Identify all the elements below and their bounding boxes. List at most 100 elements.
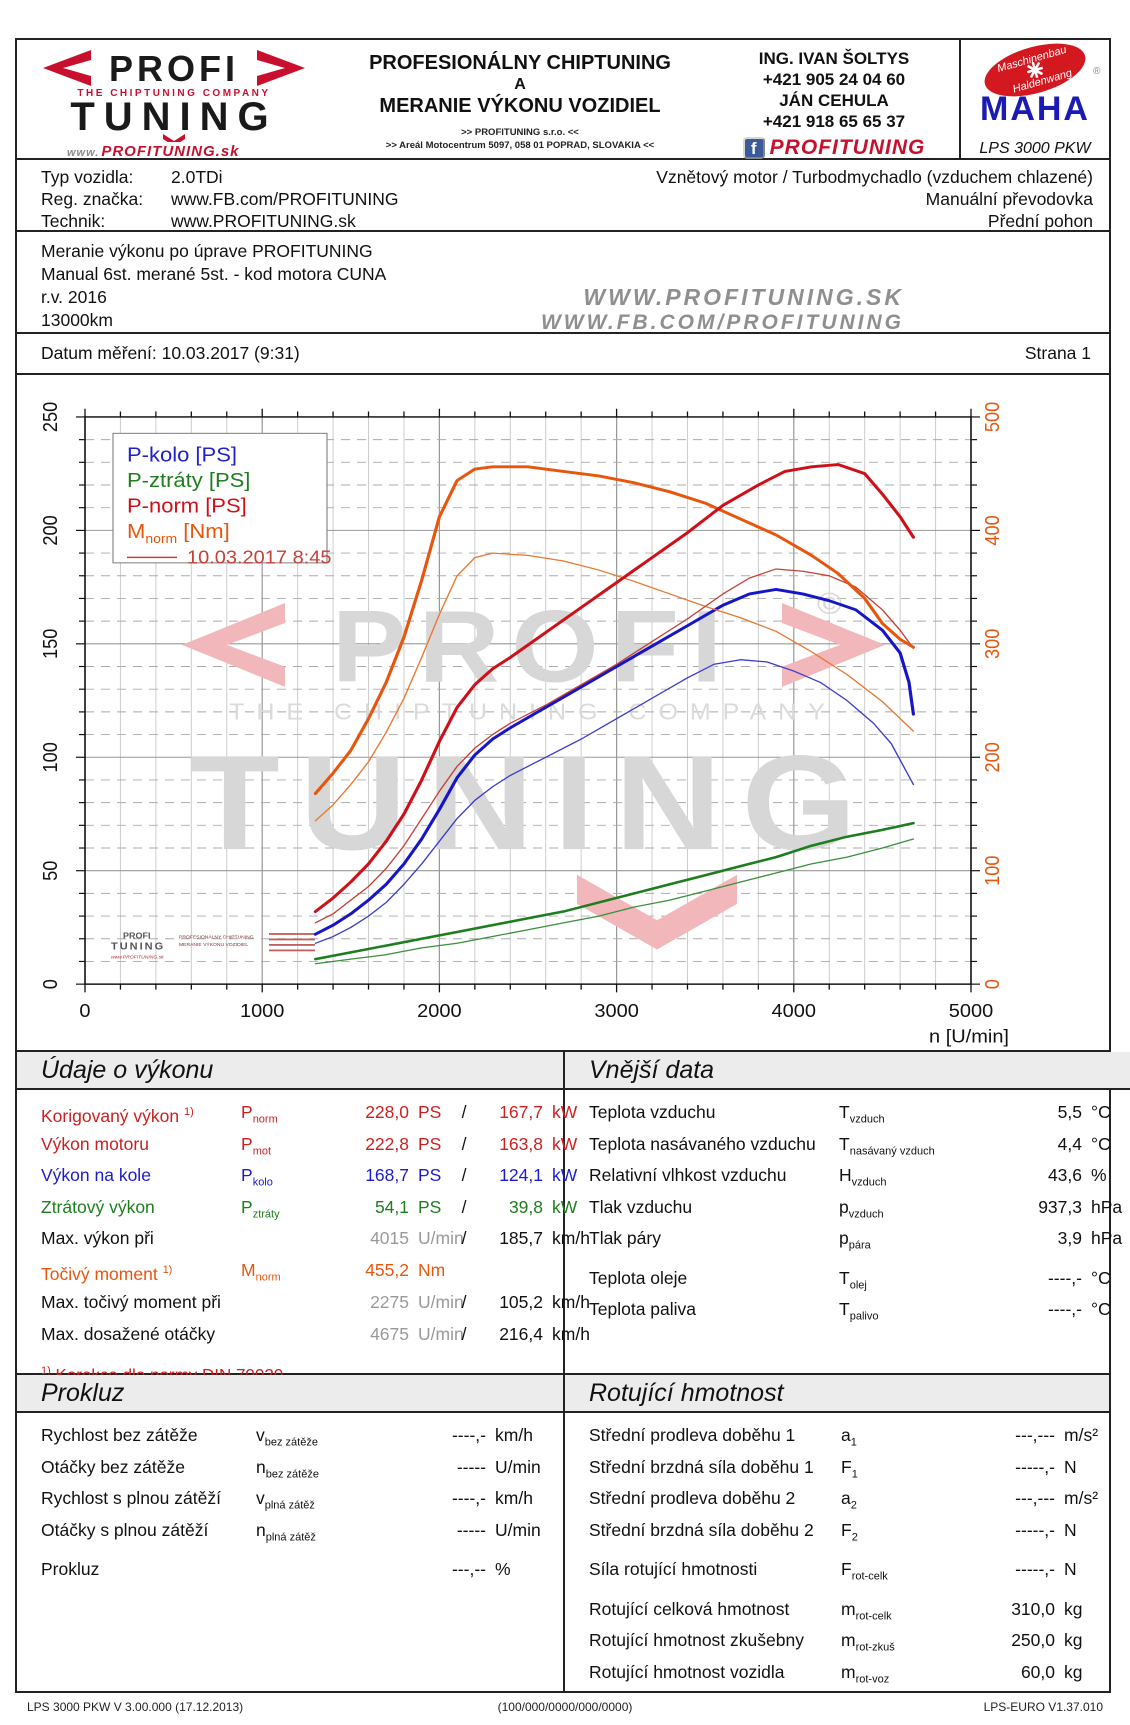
- report-header: PROFI THE CHIPTUNING COMPANY TUNING www.…: [17, 40, 1109, 160]
- maha-brand-text: MAHA: [980, 90, 1090, 128]
- svg-text:TUNING: TUNING: [111, 941, 165, 952]
- tsep: /: [461, 1323, 467, 1344]
- table-row: Střední brzdná síla doběhu 2 F2 -----,- N: [589, 1518, 1109, 1550]
- tlabel: Korigovaný výkon 1): [41, 1105, 194, 1126]
- tsep: /: [461, 1133, 467, 1154]
- table-row: Teplota nasávaného vzduchu Tnasávaný vzdu…: [589, 1132, 1130, 1164]
- contact-name-1: ING. IVAN ŠOLTYS: [758, 49, 910, 68]
- tval: 222,8: [365, 1133, 409, 1154]
- measurement-date-label: Datum měření: 10.03.2017 (9:31): [41, 343, 300, 364]
- tsym: nbez zátěže: [256, 1456, 319, 1481]
- tunit: km/h: [495, 1425, 533, 1445]
- tval: -----: [456, 1456, 486, 1477]
- tval: -----,-: [1015, 1559, 1055, 1579]
- table-row: Síla rotující hmotnosti Frot-celk -----,- N: [589, 1557, 1109, 1589]
- header-company-line: >> PROFITUNING s.r.o. <<: [461, 127, 579, 138]
- tlabel: Střední brzdná síla doběhu 2: [589, 1519, 814, 1540]
- svg-text:P-kolo [PS]: P-kolo [PS]: [127, 445, 237, 467]
- table-row: Rotující celková hmotnost mrot-celk 310,0 k…: [589, 1597, 1109, 1629]
- tunit: U/min: [495, 1456, 541, 1477]
- tunit2: [1105, 1660, 1114, 1692]
- slip-section: Prokluz Rychlost bez zátěže vbez zátěže --…: [17, 1375, 565, 1691]
- tsep: [453, 1258, 475, 1290]
- svg-text:400: 400: [982, 515, 1004, 545]
- vehicle-row-reg: Reg. značka: www.FB.com/PROFITUNING: [41, 188, 1093, 210]
- tsep: /: [461, 1228, 467, 1248]
- svg-text:500: 500: [982, 402, 1004, 432]
- tunit2: [546, 1455, 555, 1487]
- tval2: 105,2: [499, 1291, 543, 1312]
- tunit2: [1105, 1628, 1114, 1660]
- tlabel: Rotující celková hmotnost: [589, 1598, 790, 1619]
- maha-gear-hub: [1031, 66, 1039, 74]
- tval2: 216,4: [499, 1323, 543, 1344]
- tsym: a2: [841, 1488, 857, 1512]
- svg-text:1000: 1000: [240, 1002, 284, 1022]
- header-title-block: PROFESIONÁLNY CHIPTUNING A MERANIE VÝKON…: [331, 40, 709, 158]
- note-line-2: Manual 6st. merané 5st. - kod motora CUN…: [41, 264, 387, 284]
- svg-text:0: 0: [40, 979, 62, 989]
- tval: 228,0: [365, 1102, 409, 1122]
- page-number-label: Strana 1: [1024, 343, 1091, 364]
- tsym: mrot-celk: [841, 1598, 892, 1623]
- note-line-3: r.v. 2016: [41, 287, 107, 307]
- vehicle-type-label: Typ vozidla:: [41, 167, 134, 187]
- table-row: Výkon na kole Pkolo 168,7 PS / 124,1 kW: [41, 1163, 577, 1195]
- chart-legend: P-kolo [PS] P-ztráty [PS] P-norm [PS] Mnorm…: [112, 433, 331, 569]
- table-row: Max. dosažené otáčky 4675 U/min/ 216,4 km/h: [41, 1322, 590, 1346]
- tunit2: [1105, 1455, 1114, 1487]
- website-watermark-line1: WWW.PROFITUNING.SK: [583, 284, 904, 310]
- power-data-rows: Korigovaný výkon 1) Pnorm 228,0 PS/167,7 kW V…: [17, 1090, 590, 1346]
- table-row: Otáčky s plnou zátěží nplná zátěž ----- U/m…: [41, 1518, 563, 1550]
- tunit2: km/h: [552, 1323, 590, 1344]
- tsym: [241, 1290, 333, 1314]
- svg-text:250: 250: [40, 402, 62, 432]
- slip-rows: Rychlost bez zátěže vbez zátěže ----,- km/h…: [17, 1413, 563, 1581]
- tval: -----,-: [1015, 1456, 1055, 1477]
- tval: 4675: [370, 1323, 409, 1344]
- tval2: [475, 1258, 543, 1290]
- svg-text:50: 50: [40, 861, 62, 881]
- table-row: Otáčky bez zátěže nbez zátěže ----- U/min: [41, 1455, 563, 1487]
- logo-tagline-text: THE CHIPTUNING COMPANY: [77, 88, 270, 99]
- tunit: hPa: [1091, 1196, 1123, 1217]
- page-footer: LPS 3000 PKW V 3.00.000 (17.12.2013) (10…: [15, 1700, 1115, 1714]
- vehicle-reg-label: Reg. značka:: [41, 189, 144, 209]
- website-watermark-line2: WWW.FB.COM/PROFITUNING: [540, 311, 904, 334]
- header-title-line2: A: [514, 76, 526, 93]
- svg-text:300: 300: [982, 629, 1004, 659]
- logo-right-arrow-icon: [257, 50, 305, 86]
- facebook-icon: f: [742, 137, 765, 159]
- tsym: Tolej: [839, 1267, 867, 1292]
- tunit: N: [1064, 1519, 1077, 1540]
- tlabel: Točivý moment 1): [41, 1263, 173, 1284]
- tsym: Tnasávaný vzduch: [839, 1133, 935, 1158]
- power-data-title: Údaje o výkonu: [17, 1052, 563, 1090]
- svg-text:PROFI: PROFI: [123, 931, 150, 941]
- tunit: m/s²: [1064, 1425, 1099, 1445]
- tlabel: Relativní vlhkost vzduchu: [589, 1165, 787, 1185]
- vehicle-reg-value: www.FB.com/PROFITUNING: [171, 189, 399, 209]
- ambient-data-rows: Teplota vzduchu Tvzduch 5,5 °C Teplota nasáv…: [565, 1090, 1130, 1329]
- profituning-logo-art: PROFI THE CHIPTUNING COMPANY TUNING: [43, 48, 305, 146]
- svg-text:150: 150: [40, 629, 62, 659]
- tunit: °C: [1091, 1267, 1111, 1288]
- tlabel: Rychlost bez zátěže: [41, 1425, 198, 1445]
- tsep: /: [461, 1196, 467, 1217]
- dyno-chart-panel: PROFI © THE CHIPTUNING COMPANY TUNING PROFI T…: [17, 375, 1109, 1052]
- series-P-ztráty 10.03.2017 8:45: [314, 838, 915, 965]
- table-row: Max. výkon při 4015 U/min/ 185,7 km/h: [41, 1226, 590, 1250]
- measurement-notes-band: Meranie výkonu po úprave PROFITUNING Man…: [17, 232, 1109, 334]
- table-row: Ztrátový výkon Pztráty 54,1 PS / 39,8 kW: [41, 1195, 577, 1227]
- tunit: U/min: [418, 1291, 464, 1312]
- tunit: °C: [1091, 1102, 1111, 1122]
- tsep: /: [461, 1291, 467, 1312]
- header-title-line3: MERANIE VÝKONU VOZIDIEL: [379, 95, 661, 117]
- tlabel: Rychlost s plnou zátěží: [41, 1488, 221, 1508]
- note-line-4: 13000km: [41, 310, 113, 330]
- svg-text:200: 200: [40, 515, 62, 545]
- footer-software-version: LPS 3000 PKW V 3.00.000 (17.12.2013): [27, 1700, 244, 1714]
- tunit: U/min: [495, 1519, 541, 1540]
